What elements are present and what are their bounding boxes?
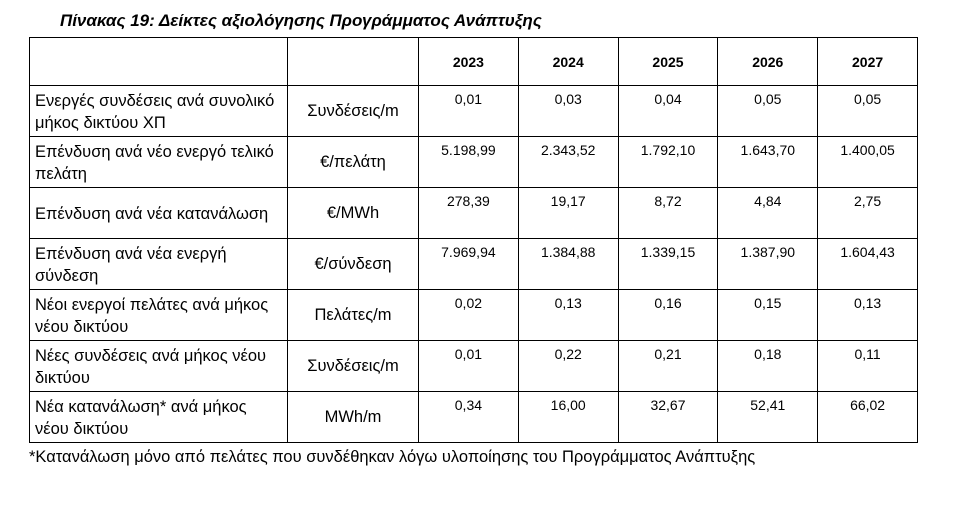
table-row: Ενεργές συνδέσεις ανά συνολικό μήκος δικ… <box>29 85 918 137</box>
indicator-value: 32,67 <box>617 391 719 443</box>
indicator-value: 0,05 <box>817 85 918 137</box>
footnote: *Κατανάλωση μόνο από πελάτες που συνδέθη… <box>29 448 756 466</box>
indicator-value: 1.792,10 <box>617 136 719 188</box>
table-row: Επένδυση ανά νέα κατανάλωση €/MWh 278,39… <box>29 187 918 239</box>
header-empty-unit <box>287 37 419 86</box>
indicators-table: 2023 2024 2025 2026 2027 Ενεργές συνδέσε… <box>29 37 918 443</box>
indicator-value: 1.339,15 <box>617 238 719 290</box>
table-row: Νέες συνδέσεις ανά μήκος νέου δικτύου Συ… <box>29 340 918 392</box>
indicator-unit: MWh/m <box>287 391 419 443</box>
indicator-value: 4,84 <box>717 187 819 239</box>
indicator-value: 0,15 <box>717 289 819 341</box>
table-row: Νέα κατανάλωση* ανά μήκος νέου δικτύου M… <box>29 391 918 443</box>
indicator-value: 0,02 <box>418 289 519 341</box>
indicator-unit: €/σύνδεση <box>287 238 419 290</box>
header-year: 2024 <box>517 37 619 86</box>
indicator-value: 2,75 <box>817 187 918 239</box>
indicator-value: 19,17 <box>517 187 619 239</box>
indicator-label: Ενεργές συνδέσεις ανά συνολικό μήκος δικ… <box>29 85 288 137</box>
header-year: 2023 <box>418 37 519 86</box>
indicator-value: 1.604,43 <box>817 238 918 290</box>
indicator-unit: Συνδέσεις/m <box>287 340 419 392</box>
indicator-value: 2.343,52 <box>517 136 619 188</box>
indicator-value: 7.969,94 <box>418 238 519 290</box>
header-year: 2025 <box>617 37 719 86</box>
indicator-value: 1.387,90 <box>717 238 819 290</box>
indicator-label: Νέες συνδέσεις ανά μήκος νέου δικτύου <box>29 340 288 392</box>
indicator-value: 16,00 <box>517 391 619 443</box>
indicator-unit: €/πελάτη <box>287 136 419 188</box>
indicator-label: Νέα κατανάλωση* ανά μήκος νέου δικτύου <box>29 391 288 443</box>
indicator-value: 0,21 <box>617 340 719 392</box>
indicator-value: 0,22 <box>517 340 619 392</box>
table-row: Νέοι ενεργοί πελάτες ανά μήκος νέου δικτ… <box>29 289 918 341</box>
indicator-value: 0,34 <box>418 391 519 443</box>
indicator-value: 0,01 <box>418 85 519 137</box>
indicator-value: 5.198,99 <box>418 136 519 188</box>
indicator-value: 278,39 <box>418 187 519 239</box>
indicator-value: 8,72 <box>617 187 719 239</box>
table-row: Επένδυση ανά νέα ενεργή σύνδεση €/σύνδεσ… <box>29 238 918 290</box>
indicator-value: 52,41 <box>717 391 819 443</box>
indicator-value: 1.643,70 <box>717 136 819 188</box>
indicator-unit: €/MWh <box>287 187 419 239</box>
indicator-value: 0,13 <box>517 289 619 341</box>
indicator-value: 0,03 <box>517 85 619 137</box>
indicator-value: 0,01 <box>418 340 519 392</box>
indicator-value: 0,11 <box>817 340 918 392</box>
header-empty-label <box>29 37 288 86</box>
indicator-unit: Πελάτες/m <box>287 289 419 341</box>
indicator-label: Νέοι ενεργοί πελάτες ανά μήκος νέου δικτ… <box>29 289 288 341</box>
indicator-value: 66,02 <box>817 391 918 443</box>
table-title: Πίνακας 19: Δείκτες αξιολόγησης Προγράμμ… <box>60 11 542 30</box>
indicator-unit: Συνδέσεις/m <box>287 85 419 137</box>
indicator-label: Επένδυση ανά νέα ενεργή σύνδεση <box>29 238 288 290</box>
table-row: Επένδυση ανά νέο ενεργό τελικό πελάτη €/… <box>29 136 918 188</box>
indicator-value: 0,04 <box>617 85 719 137</box>
indicator-value: 0,13 <box>817 289 918 341</box>
indicator-value: 0,05 <box>717 85 819 137</box>
indicator-value: 1.384,88 <box>517 238 619 290</box>
indicator-value: 0,16 <box>617 289 719 341</box>
indicator-label: Επένδυση ανά νέο ενεργό τελικό πελάτη <box>29 136 288 188</box>
header-year: 2026 <box>717 37 819 86</box>
indicator-value: 0,18 <box>717 340 819 392</box>
indicator-label: Επένδυση ανά νέα κατανάλωση <box>29 187 288 239</box>
header-year: 2027 <box>817 37 918 86</box>
indicator-value: 1.400,05 <box>817 136 918 188</box>
table-header-row: 2023 2024 2025 2026 2027 <box>29 37 918 86</box>
